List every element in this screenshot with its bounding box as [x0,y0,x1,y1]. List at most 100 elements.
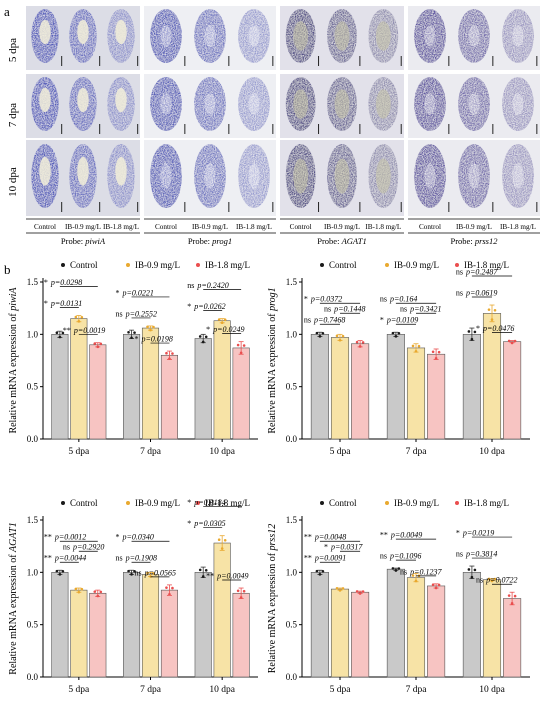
bar [351,343,370,440]
significance-label: ns p=0.0565 [135,568,177,577]
data-point [513,339,517,343]
data-point [80,315,84,319]
significance-stars: * [187,519,191,528]
data-point [341,334,345,338]
p-value: p=0.1908 [125,554,157,563]
bar [194,572,212,678]
legend-label: IB-0.9 mg/L [394,260,439,270]
data-point [204,335,208,339]
significance-label: * p=0.0131 [44,299,82,308]
significance-stars: ns [187,281,194,290]
bar [310,334,329,440]
data-point [315,569,319,573]
bar [89,344,107,440]
data-point [414,350,418,353]
significance-stars: ** [304,554,312,563]
significance-stars: * [380,316,384,325]
condition-label: Control [290,223,312,231]
significance-label: * p=0.0221 [116,288,154,297]
p-value: p=0.2920 [72,543,104,552]
planarian-specimen [238,77,270,131]
significance-label: ns p=0.7468 [304,316,346,325]
significance-label: * p=0.0198 [135,335,173,344]
y-axis-label: Relative mRNA expression of AGAT1 [8,522,19,674]
legend-label: IB-1.8 mg/L [464,260,509,270]
significance-stars: * [116,533,120,542]
chart-agat1: 0.0 0.5 1.0 1.5 Relative mRNA expression of … [8,498,258,695]
legend-label: IB-0.9 mg/L [394,498,439,508]
p-value: p=0.0044 [54,554,86,563]
y-tick-label: 1.5 [27,277,39,287]
bar [51,572,69,678]
data-point [96,345,100,349]
data-point [490,579,494,583]
data-point [146,571,149,575]
planarian-specimen [458,144,490,208]
significance-stars: * [456,529,460,538]
p-value: p=0.0048 [314,533,346,542]
data-point [58,573,62,576]
probe-prefix: Probe: [450,236,474,246]
data-point [510,602,514,605]
x-tick-label: 5 dpa [68,447,90,457]
legend-marker [320,263,324,267]
chart-prss12: 0.0 0.5 1.0 1.5 Relative mRNA expression of … [267,498,530,695]
data-point [55,331,59,335]
probe-prefix: Probe: [61,236,85,246]
bar [482,579,502,678]
y-axis-label-gene: AGAT1 [8,522,19,553]
pharynx-region [293,21,309,51]
significance-stars: * [44,299,48,308]
y-axis-label-prefix: Relative mRNA expression of [267,550,278,673]
significance-stars: * [116,288,120,297]
data-point [61,331,65,335]
significance-label: ns p=0.1448 [324,305,366,314]
bar [386,568,405,678]
p-value: p=0.2420 [196,281,228,290]
pharynx-region [293,89,309,119]
data-point [318,573,322,576]
image-group-prog1: Control IB-0.9 mg/L IB-1.8 mg/L Probe: prog… [144,6,276,246]
x-tick-label: 7 dpa [140,447,162,457]
significance-label: ns p=0.2920 [63,543,105,552]
probe-label: Probe: piwiA [61,236,106,246]
p-value: p=0.0262 [193,302,225,311]
legend-label: Control [70,260,98,270]
probe-prefix: Probe: [317,236,341,246]
p-value: p=0.0340 [122,533,154,542]
bar [123,334,141,440]
significance-label: ** p=0.0048 [304,533,346,542]
significance-stars: ns [116,309,123,318]
probe-name: AGAT1 [341,236,367,246]
y-axis-label-gene: prog1 [267,287,278,312]
bar [351,591,370,678]
p-value: p=0.0219 [462,529,494,538]
y-tick-label: 1.0 [27,567,39,577]
data-point [58,335,62,339]
data-point [201,575,205,578]
legend-label: IB-0.9 mg/L [135,498,180,508]
condition-label: IB-1.8 mg/L [365,223,401,231]
bar [406,577,426,678]
data-point [434,357,438,360]
data-point [217,318,221,321]
significance-stars: ns [456,268,463,277]
probe-name: prss12 [474,236,498,246]
pharynx-region [424,93,436,115]
pharynx-region [468,163,480,189]
pharynx-region [424,25,436,47]
data-point [236,343,240,347]
data-point [338,338,342,342]
pharynx-region [248,93,260,115]
legend-marker [61,501,65,505]
significance-label: * p=0.0372 [304,295,342,304]
data-point [321,332,325,335]
p-value: p=0.0372 [310,295,342,304]
panel-a-label: a [4,4,10,19]
planarian-specimen [238,144,270,208]
significance-label: ns p=0.1908 [116,554,158,563]
significance-label: ns p=0.1237 [400,567,443,576]
data-point [335,586,339,590]
